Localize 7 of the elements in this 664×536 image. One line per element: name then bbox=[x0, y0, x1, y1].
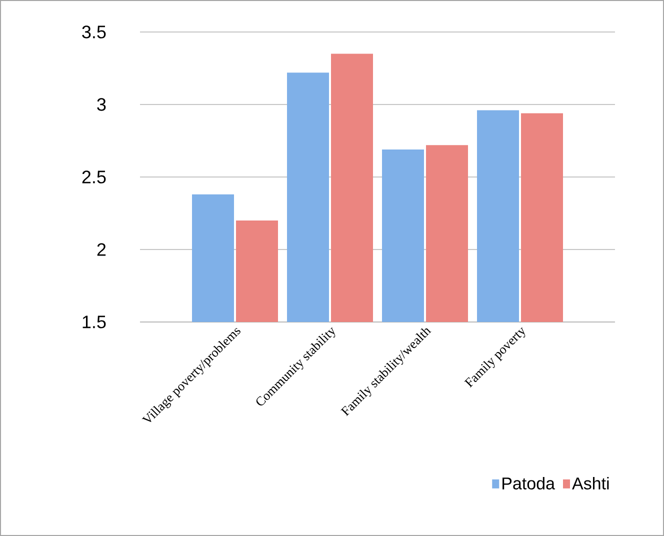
legend-label: Patoda bbox=[502, 477, 556, 490]
y-tick-label: 3.5 bbox=[82, 26, 106, 38]
legend-label: Ashti bbox=[572, 477, 609, 490]
y-tick-label: 2 bbox=[97, 243, 106, 256]
y-tick-label: 2.5 bbox=[82, 170, 106, 184]
y-tick-label: 3 bbox=[97, 98, 106, 111]
y-tick-label: 1.5 bbox=[82, 316, 106, 328]
